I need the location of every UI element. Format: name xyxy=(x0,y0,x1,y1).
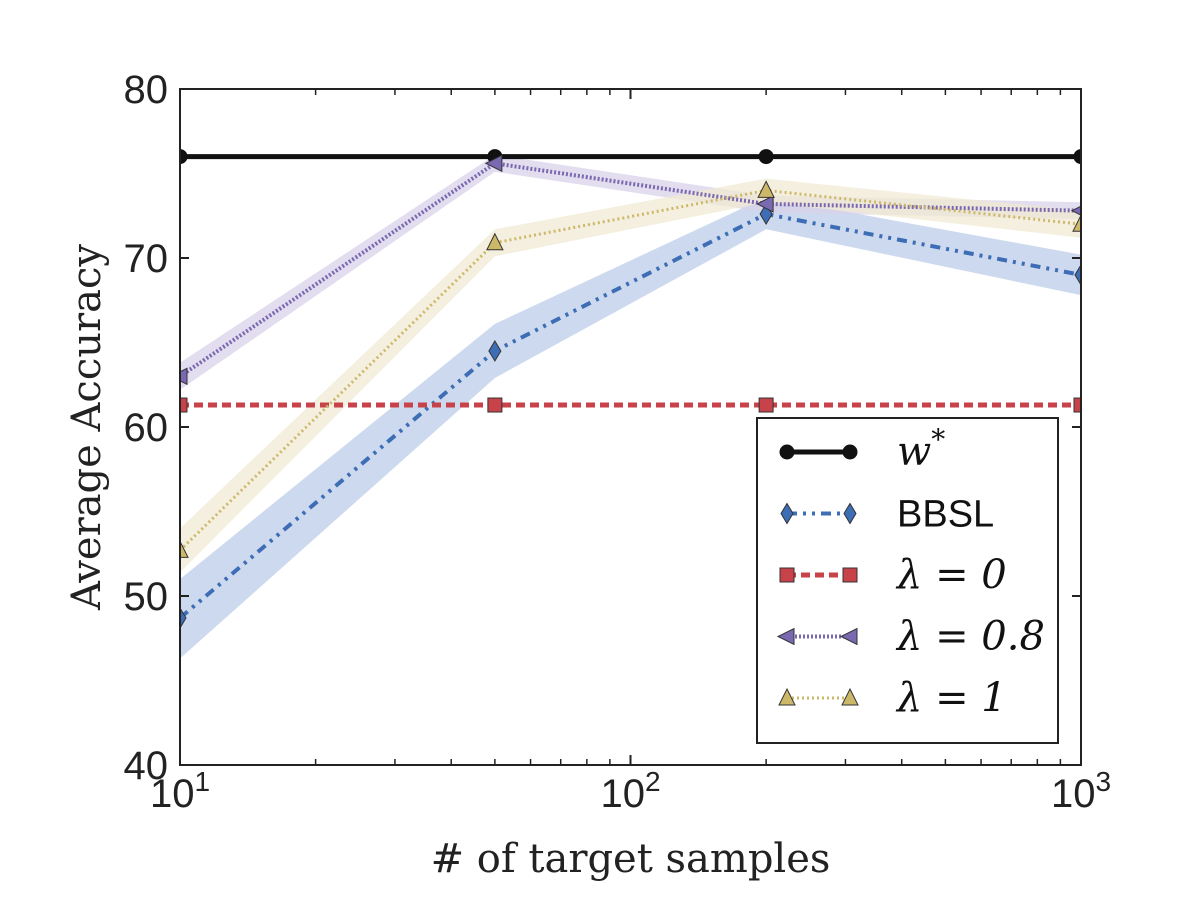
series-line-3 xyxy=(180,161,1081,378)
legend-marker-2 xyxy=(779,567,795,583)
legend-label-text: BBSL xyxy=(897,494,994,536)
point-0-2 xyxy=(758,149,774,165)
x-tick-label: 101 xyxy=(150,766,210,816)
legend-marker-4 xyxy=(778,687,796,706)
y-tick-label: 40 xyxy=(124,744,169,788)
legend-marker-3-end xyxy=(839,627,858,646)
legend-label-1: BBSL xyxy=(897,494,994,536)
legend-marker-1 xyxy=(780,502,794,525)
y-tick-label: 60 xyxy=(124,406,169,450)
x-tick-base: 10 xyxy=(600,772,645,816)
point-1-0 xyxy=(180,606,187,629)
legend-marker-1-end xyxy=(843,502,857,525)
point-2-0 xyxy=(180,397,188,413)
y-tick-label: 50 xyxy=(124,575,169,619)
series-line-1 xyxy=(180,212,1081,620)
band-3 xyxy=(180,154,1081,390)
series-line-4 xyxy=(180,188,1081,552)
legend: w* BBSL λ = 0 λ = 0.8 λ = 1 xyxy=(756,417,1059,744)
legend-label-text: λ = 1 xyxy=(895,675,1007,721)
point-0-3 xyxy=(1073,149,1081,165)
legend-label-text: λ = 0.8 xyxy=(895,614,1045,660)
point-3-2 xyxy=(755,195,774,213)
y-tick-label: 70 xyxy=(124,237,169,281)
legend-label-3: λ = 0.8 xyxy=(895,614,1045,660)
point-4-3 xyxy=(1072,214,1081,232)
legend-label-superscript: * xyxy=(931,423,945,456)
x-tick-exponent: 3 xyxy=(1095,766,1111,797)
x-tick-exponent: 1 xyxy=(194,766,210,797)
legend-label-2: λ = 0 xyxy=(895,552,1007,598)
legend-marker-0 xyxy=(779,444,795,460)
legend-marker-0-end xyxy=(842,444,858,460)
point-1-1 xyxy=(488,339,502,362)
x-tick-exponent: 2 xyxy=(645,766,661,797)
x-tick-label: 103 xyxy=(1051,766,1111,816)
point-3-0 xyxy=(180,367,188,386)
legend-label-text: w xyxy=(897,429,931,475)
point-3-1 xyxy=(484,154,503,173)
x-tick-base: 10 xyxy=(150,772,195,816)
x-tick-label: 102 xyxy=(600,766,660,816)
point-0-0 xyxy=(180,149,188,165)
legend-marker-3 xyxy=(776,627,795,646)
y-tick-label: 80 xyxy=(124,68,169,112)
legend-marker-4-end xyxy=(841,687,859,706)
point-4-1 xyxy=(486,232,504,251)
point-4-2 xyxy=(757,180,775,198)
x-axis-title: # of target samples xyxy=(431,836,831,882)
x-tick-base: 10 xyxy=(1051,772,1096,816)
point-2-2 xyxy=(758,397,774,413)
legend-label-text: λ = 0 xyxy=(895,552,1007,598)
point-4-0 xyxy=(180,540,189,558)
point-2-1 xyxy=(487,397,503,413)
plot-area xyxy=(180,149,1081,659)
legend-label-0: w* xyxy=(897,423,945,475)
y-axis-title: Average Accuracy xyxy=(64,244,110,611)
legend-box xyxy=(756,417,1059,744)
legend-marker-2-end xyxy=(842,567,858,583)
point-1-3 xyxy=(1074,263,1081,286)
legend-label-4: λ = 1 xyxy=(895,675,1007,721)
point-2-3 xyxy=(1073,397,1081,413)
band-1 xyxy=(180,197,1081,659)
